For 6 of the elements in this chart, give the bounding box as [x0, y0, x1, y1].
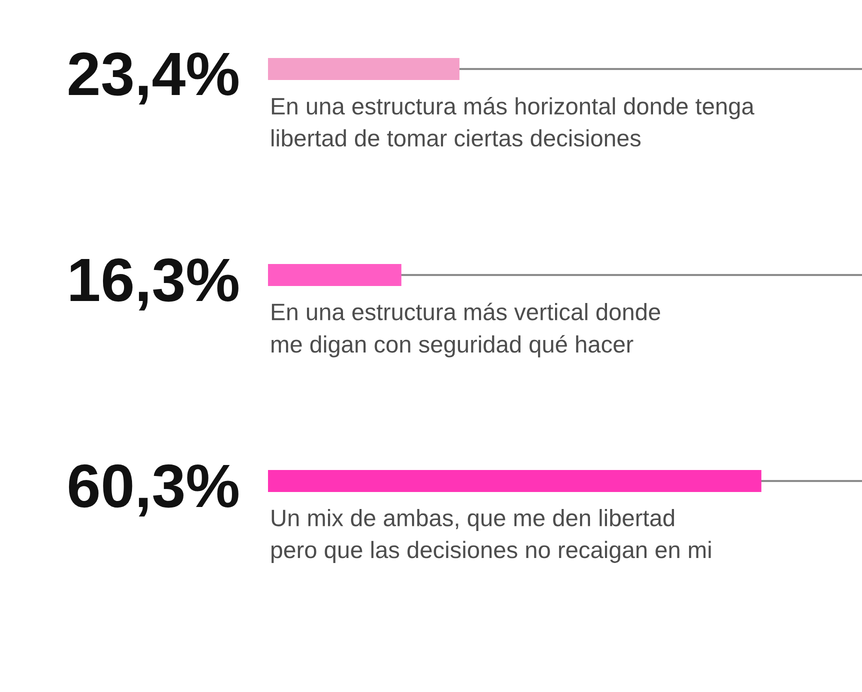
data-label: 23,4%	[68, 52, 238, 104]
y-tick-label: En una estructura más horizontal donde tenga libertad de tomar ciertas decisiones	[272, 97, 754, 147]
data-label: 16,3%	[70, 258, 238, 310]
y-tick-label: Un mix de ambas, que me den libertad pero que las decisiones no recaigan en mi	[272, 509, 711, 563]
data-label: 60,3%	[68, 464, 238, 516]
y-tick-label: En una estructura más vertical donde me digan con seguridad qué hacer	[272, 302, 660, 358]
